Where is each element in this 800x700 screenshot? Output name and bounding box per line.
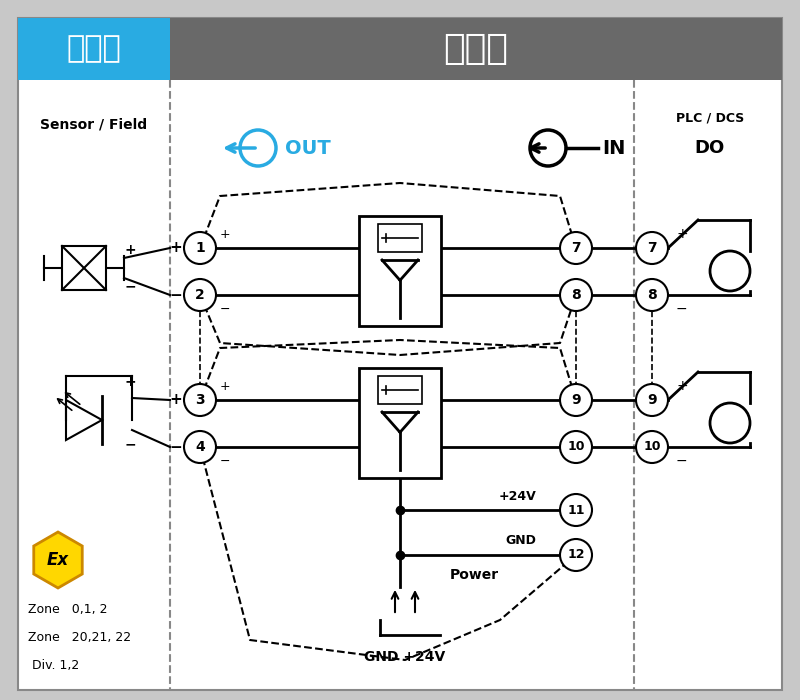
Text: 7: 7 [571, 241, 581, 255]
Text: 7: 7 [647, 241, 657, 255]
Text: −: − [170, 288, 182, 302]
Text: 3: 3 [195, 393, 205, 407]
FancyBboxPatch shape [378, 376, 422, 404]
Text: +24V: +24V [498, 489, 536, 503]
FancyBboxPatch shape [18, 18, 170, 80]
Text: PLC / DCS: PLC / DCS [676, 111, 744, 125]
Circle shape [184, 431, 216, 463]
Text: 11: 11 [567, 503, 585, 517]
Circle shape [184, 384, 216, 416]
FancyBboxPatch shape [62, 246, 106, 290]
Circle shape [560, 431, 592, 463]
Circle shape [636, 384, 668, 416]
Text: 2: 2 [195, 288, 205, 302]
Text: +: + [676, 227, 688, 241]
Circle shape [636, 431, 668, 463]
Text: −: − [170, 440, 182, 454]
Text: IN: IN [602, 139, 626, 158]
Text: −: − [676, 454, 688, 468]
FancyBboxPatch shape [359, 368, 441, 478]
Text: −: − [124, 437, 136, 451]
Text: 10: 10 [567, 440, 585, 454]
Text: +: + [170, 393, 182, 407]
Polygon shape [34, 532, 82, 588]
Text: 1: 1 [195, 241, 205, 255]
Text: +: + [676, 379, 688, 393]
Text: DO: DO [695, 139, 725, 157]
FancyBboxPatch shape [359, 216, 441, 326]
Text: OUT: OUT [285, 139, 330, 158]
Circle shape [636, 232, 668, 264]
Text: −: − [220, 302, 230, 316]
Text: Sensor / Field: Sensor / Field [41, 118, 147, 132]
Text: −: − [220, 454, 230, 468]
Text: 8: 8 [571, 288, 581, 302]
Circle shape [560, 494, 592, 526]
Text: +: + [220, 379, 230, 393]
FancyBboxPatch shape [378, 224, 422, 252]
Text: 4: 4 [195, 440, 205, 454]
Text: Zone   20,21, 22: Zone 20,21, 22 [28, 631, 131, 645]
Circle shape [560, 384, 592, 416]
Text: 9: 9 [647, 393, 657, 407]
Text: 危险区: 危险区 [66, 34, 122, 64]
Circle shape [184, 232, 216, 264]
Circle shape [636, 279, 668, 311]
Text: +: + [124, 375, 136, 389]
Text: Div. 1,2: Div. 1,2 [28, 659, 79, 673]
Text: 安全区: 安全区 [443, 32, 509, 66]
Text: 8: 8 [647, 288, 657, 302]
Circle shape [560, 279, 592, 311]
Text: +: + [170, 241, 182, 256]
FancyBboxPatch shape [170, 18, 782, 80]
Text: Zone   0,1, 2: Zone 0,1, 2 [28, 603, 107, 617]
Text: Ex: Ex [47, 551, 69, 569]
Text: +: + [220, 228, 230, 241]
Text: +: + [124, 243, 136, 257]
Text: GND +24V: GND +24V [364, 650, 446, 664]
Text: GND: GND [505, 535, 536, 547]
Text: Power: Power [450, 568, 499, 582]
Text: 9: 9 [571, 393, 581, 407]
Circle shape [184, 279, 216, 311]
Text: −: − [676, 302, 688, 316]
FancyBboxPatch shape [18, 18, 782, 690]
Text: 10: 10 [643, 440, 661, 454]
Circle shape [560, 232, 592, 264]
Text: 12: 12 [567, 549, 585, 561]
Text: −: − [124, 279, 136, 293]
Circle shape [560, 539, 592, 571]
